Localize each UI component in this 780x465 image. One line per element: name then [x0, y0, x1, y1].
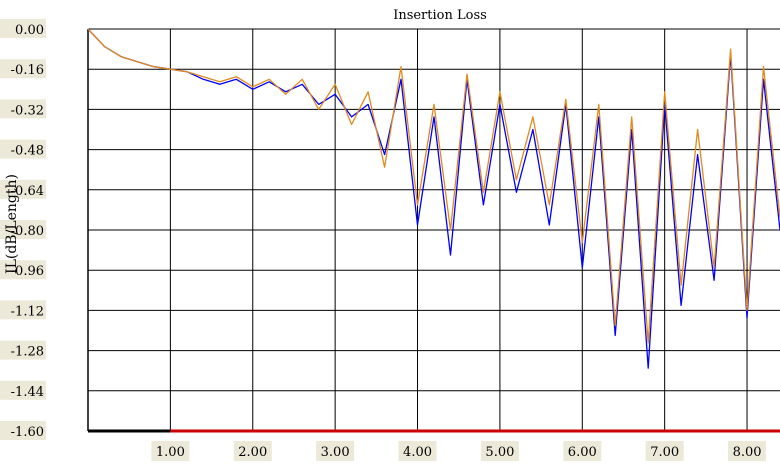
x-tick-label-bg	[728, 441, 767, 461]
y-tick-label: -1.60	[11, 425, 44, 440]
y-tick-label: -0.16	[11, 63, 44, 78]
x-tick-label: 4.00	[403, 445, 432, 460]
y-tick-label-bg	[0, 260, 46, 280]
x-tick-label: 3.00	[321, 445, 350, 460]
x-tick-label-bg	[645, 441, 684, 461]
y-tick-label-bg	[0, 220, 46, 239]
y-tick-label-bg	[0, 99, 46, 119]
y-tick-label-bg	[0, 300, 46, 320]
y-tick-label: -1.44	[11, 385, 44, 400]
y-tick-label: -0.80	[11, 224, 44, 239]
x-tick-label-bg	[563, 441, 602, 461]
x-tick-label-bg	[151, 441, 190, 461]
plot-area	[87, 28, 780, 369]
y-tick-label-bg	[0, 179, 46, 199]
y-axis-label: IL(dB/Length)	[4, 174, 20, 274]
y-tick-label: -0.32	[11, 103, 44, 118]
x-tick-label: 1.00	[156, 445, 185, 460]
x-tick-label-bg	[480, 441, 519, 461]
x-tick-label-bg	[233, 441, 272, 461]
y-tick-label: -0.48	[11, 144, 44, 159]
x-tick-label: 2.00	[238, 445, 267, 460]
chart-title: Insertion Loss	[393, 8, 487, 23]
x-tick-label: 6.00	[568, 445, 597, 460]
x-tick-label-bg	[398, 441, 437, 461]
y-tick-label: -1.12	[11, 304, 44, 319]
series-line-2	[87, 28, 780, 344]
x-tick-label: 7.00	[650, 445, 679, 460]
y-tick-label-bg	[0, 421, 46, 440]
y-tick-labels: 0.00 -0.16 -0.32 -0.48 -0.64 -0.80 -0.96 -1.12 -…	[0, 19, 46, 440]
y-tick-label-bg	[0, 380, 46, 400]
y-tick-label: 0.00	[15, 23, 44, 38]
y-tick-label-bg	[0, 139, 46, 159]
series-line-1	[87, 28, 780, 369]
y-tick-label-bg	[0, 340, 46, 360]
y-tick-label: -0.64	[11, 184, 44, 199]
y-tick-label-bg	[0, 19, 46, 38]
x-tick-label: 5.00	[485, 445, 514, 460]
y-tick-label-bg	[0, 59, 46, 79]
x-tick-label: 8.00	[733, 445, 762, 460]
y-tick-label: -0.96	[11, 264, 44, 279]
x-tick-label-bg	[316, 441, 355, 461]
x-tick-labels: 1.00 2.00 3.00 4.00 5.00 6.00 7.00 8.00	[151, 441, 767, 461]
y-tick-label: -1.28	[11, 345, 44, 360]
